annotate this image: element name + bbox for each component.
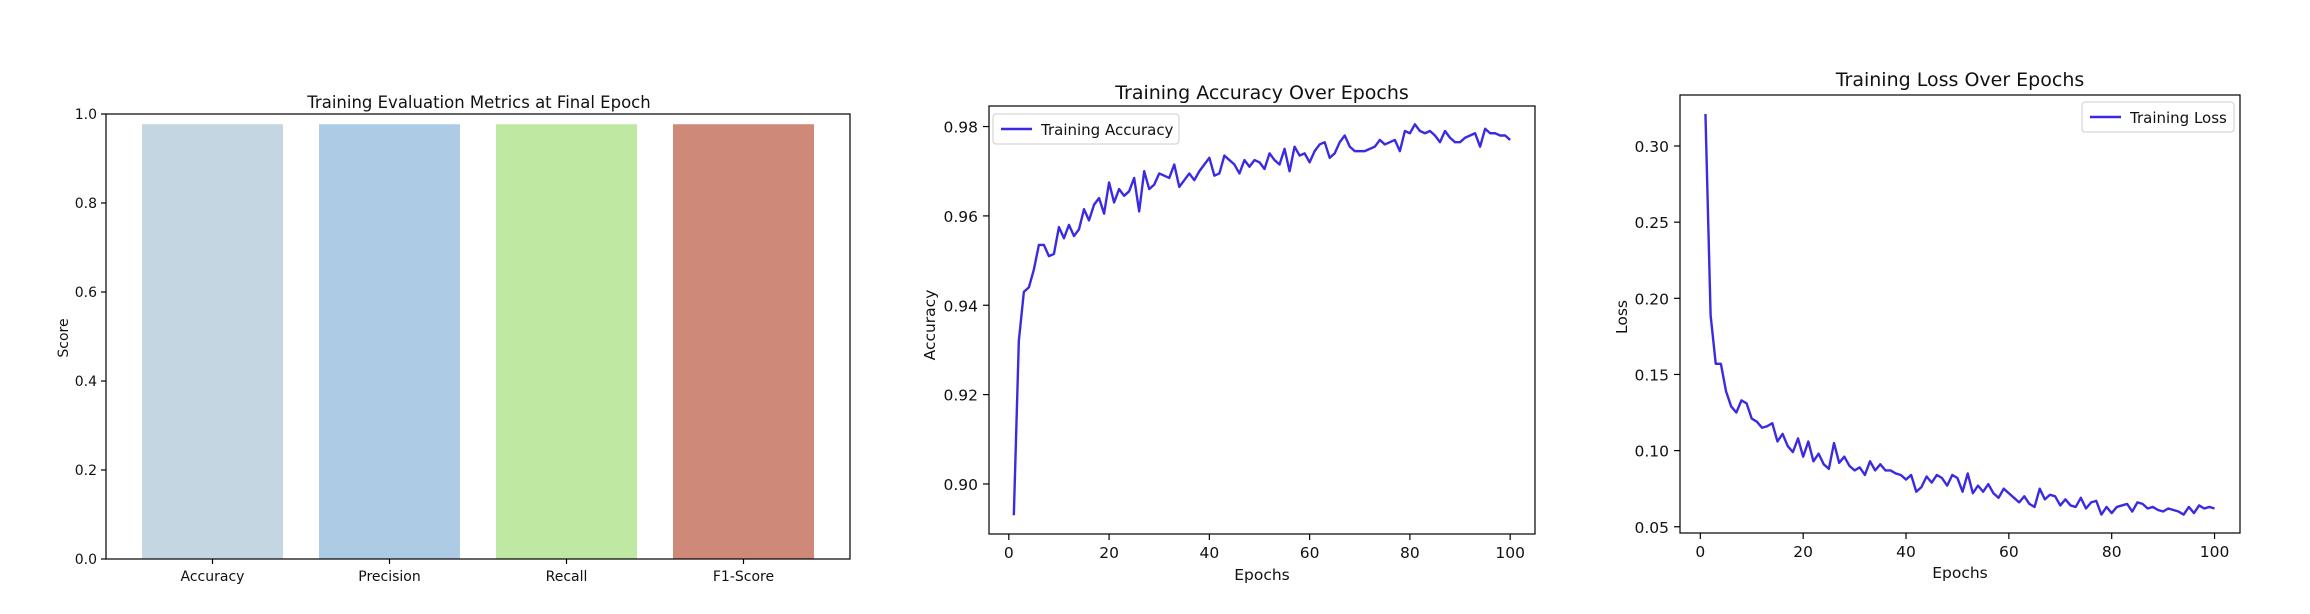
y-axis-label: Accuracy <box>921 290 939 361</box>
line-chart-training-loss: Training Loss Over Epochs Loss Epochs 0.… <box>1613 69 2241 582</box>
legend-label: Training Accuracy <box>1040 121 1174 139</box>
x-ticks: 0 20 40 60 80 100 <box>1004 534 1525 562</box>
x-tick-label: 80 <box>2102 543 2122 561</box>
x-tick-label: 0 <box>1004 544 1014 562</box>
legend: Training Accuracy <box>992 113 1180 145</box>
bars <box>142 124 814 560</box>
y-tick-label: 0.4 <box>75 374 97 390</box>
y-tick-label: 0.20 <box>1634 290 1669 308</box>
legend: Training Loss <box>2081 101 2235 133</box>
plot-frame <box>1679 94 2241 534</box>
line-chart-training-accuracy: Training Accuracy Over Epochs Accuracy E… <box>921 82 1536 584</box>
x-tick-label: Accuracy <box>181 569 245 585</box>
y-ticks: 0.90 0.92 0.94 0.96 0.98 <box>943 119 989 494</box>
y-tick-label: 0.92 <box>943 387 978 405</box>
bar-precision <box>319 124 460 560</box>
training-accuracy-line <box>1012 123 1511 516</box>
chart-title: Training Loss Over Epochs <box>1835 69 2085 91</box>
x-ticks: 0 20 40 60 80 100 <box>1695 533 2229 561</box>
x-tick-label: 40 <box>1896 543 1916 561</box>
x-tick-label: Precision <box>358 569 420 585</box>
x-tick-label: 60 <box>1300 544 1320 562</box>
x-tick-label: 20 <box>1793 543 1813 561</box>
bar-accuracy <box>142 124 283 560</box>
x-tick-label: 20 <box>1099 544 1119 562</box>
x-tick-label: 40 <box>1199 544 1219 562</box>
y-tick-label: 0.0 <box>75 552 97 568</box>
legend-box <box>992 113 1180 145</box>
x-tick-label: 80 <box>1400 544 1420 562</box>
x-axis-label: Epochs <box>1234 566 1290 584</box>
y-tick-label: 0.10 <box>1634 443 1669 461</box>
bar-chart-final-metrics: Training Evaluation Metrics at Final Epo… <box>56 93 851 585</box>
x-ticks: Accuracy Precision Recall F1-Score <box>181 559 774 585</box>
y-tick-label: 0.05 <box>1634 519 1669 537</box>
y-tick-label: 0.2 <box>75 463 97 479</box>
y-tick-label: 0.94 <box>943 297 978 315</box>
x-tick-label: 100 <box>1495 544 1525 562</box>
y-tick-label: 0.98 <box>943 119 978 137</box>
y-axis-label: Loss <box>1613 300 1631 334</box>
bar-recall <box>496 124 637 560</box>
x-tick-label: 60 <box>1999 543 2019 561</box>
legend-label: Training Loss <box>2129 109 2227 127</box>
y-tick-label: 1.0 <box>75 107 97 123</box>
x-tick-label: F1-Score <box>713 569 774 585</box>
y-ticks: 0.05 0.10 0.15 0.20 0.25 0.30 <box>1634 138 1680 537</box>
plot-frame <box>988 105 1536 535</box>
y-axis-label: Score <box>56 318 72 357</box>
x-axis-label: Epochs <box>1932 564 1988 582</box>
y-tick-label: 0.15 <box>1634 366 1669 384</box>
y-tick-label: 0.25 <box>1634 214 1669 232</box>
y-ticks: 0.0 0.2 0.4 0.6 0.8 1.0 <box>75 107 106 568</box>
y-tick-label: 0.96 <box>943 208 978 226</box>
x-tick-label: 100 <box>2200 543 2230 561</box>
chart-title: Training Evaluation Metrics at Final Epo… <box>306 93 650 112</box>
x-tick-label: Recall <box>546 569 588 585</box>
y-tick-label: 0.6 <box>75 285 97 301</box>
y-tick-label: 0.8 <box>75 196 97 212</box>
legend-box <box>2081 101 2235 133</box>
plot-frame <box>105 113 851 560</box>
y-tick-label: 0.90 <box>943 476 978 494</box>
y-tick-label: 0.30 <box>1634 138 1669 156</box>
bar-f1-score <box>673 124 814 560</box>
x-tick-label: 0 <box>1695 543 1705 561</box>
training-loss-line <box>1704 114 2215 516</box>
chart-title: Training Accuracy Over Epochs <box>1114 82 1409 104</box>
